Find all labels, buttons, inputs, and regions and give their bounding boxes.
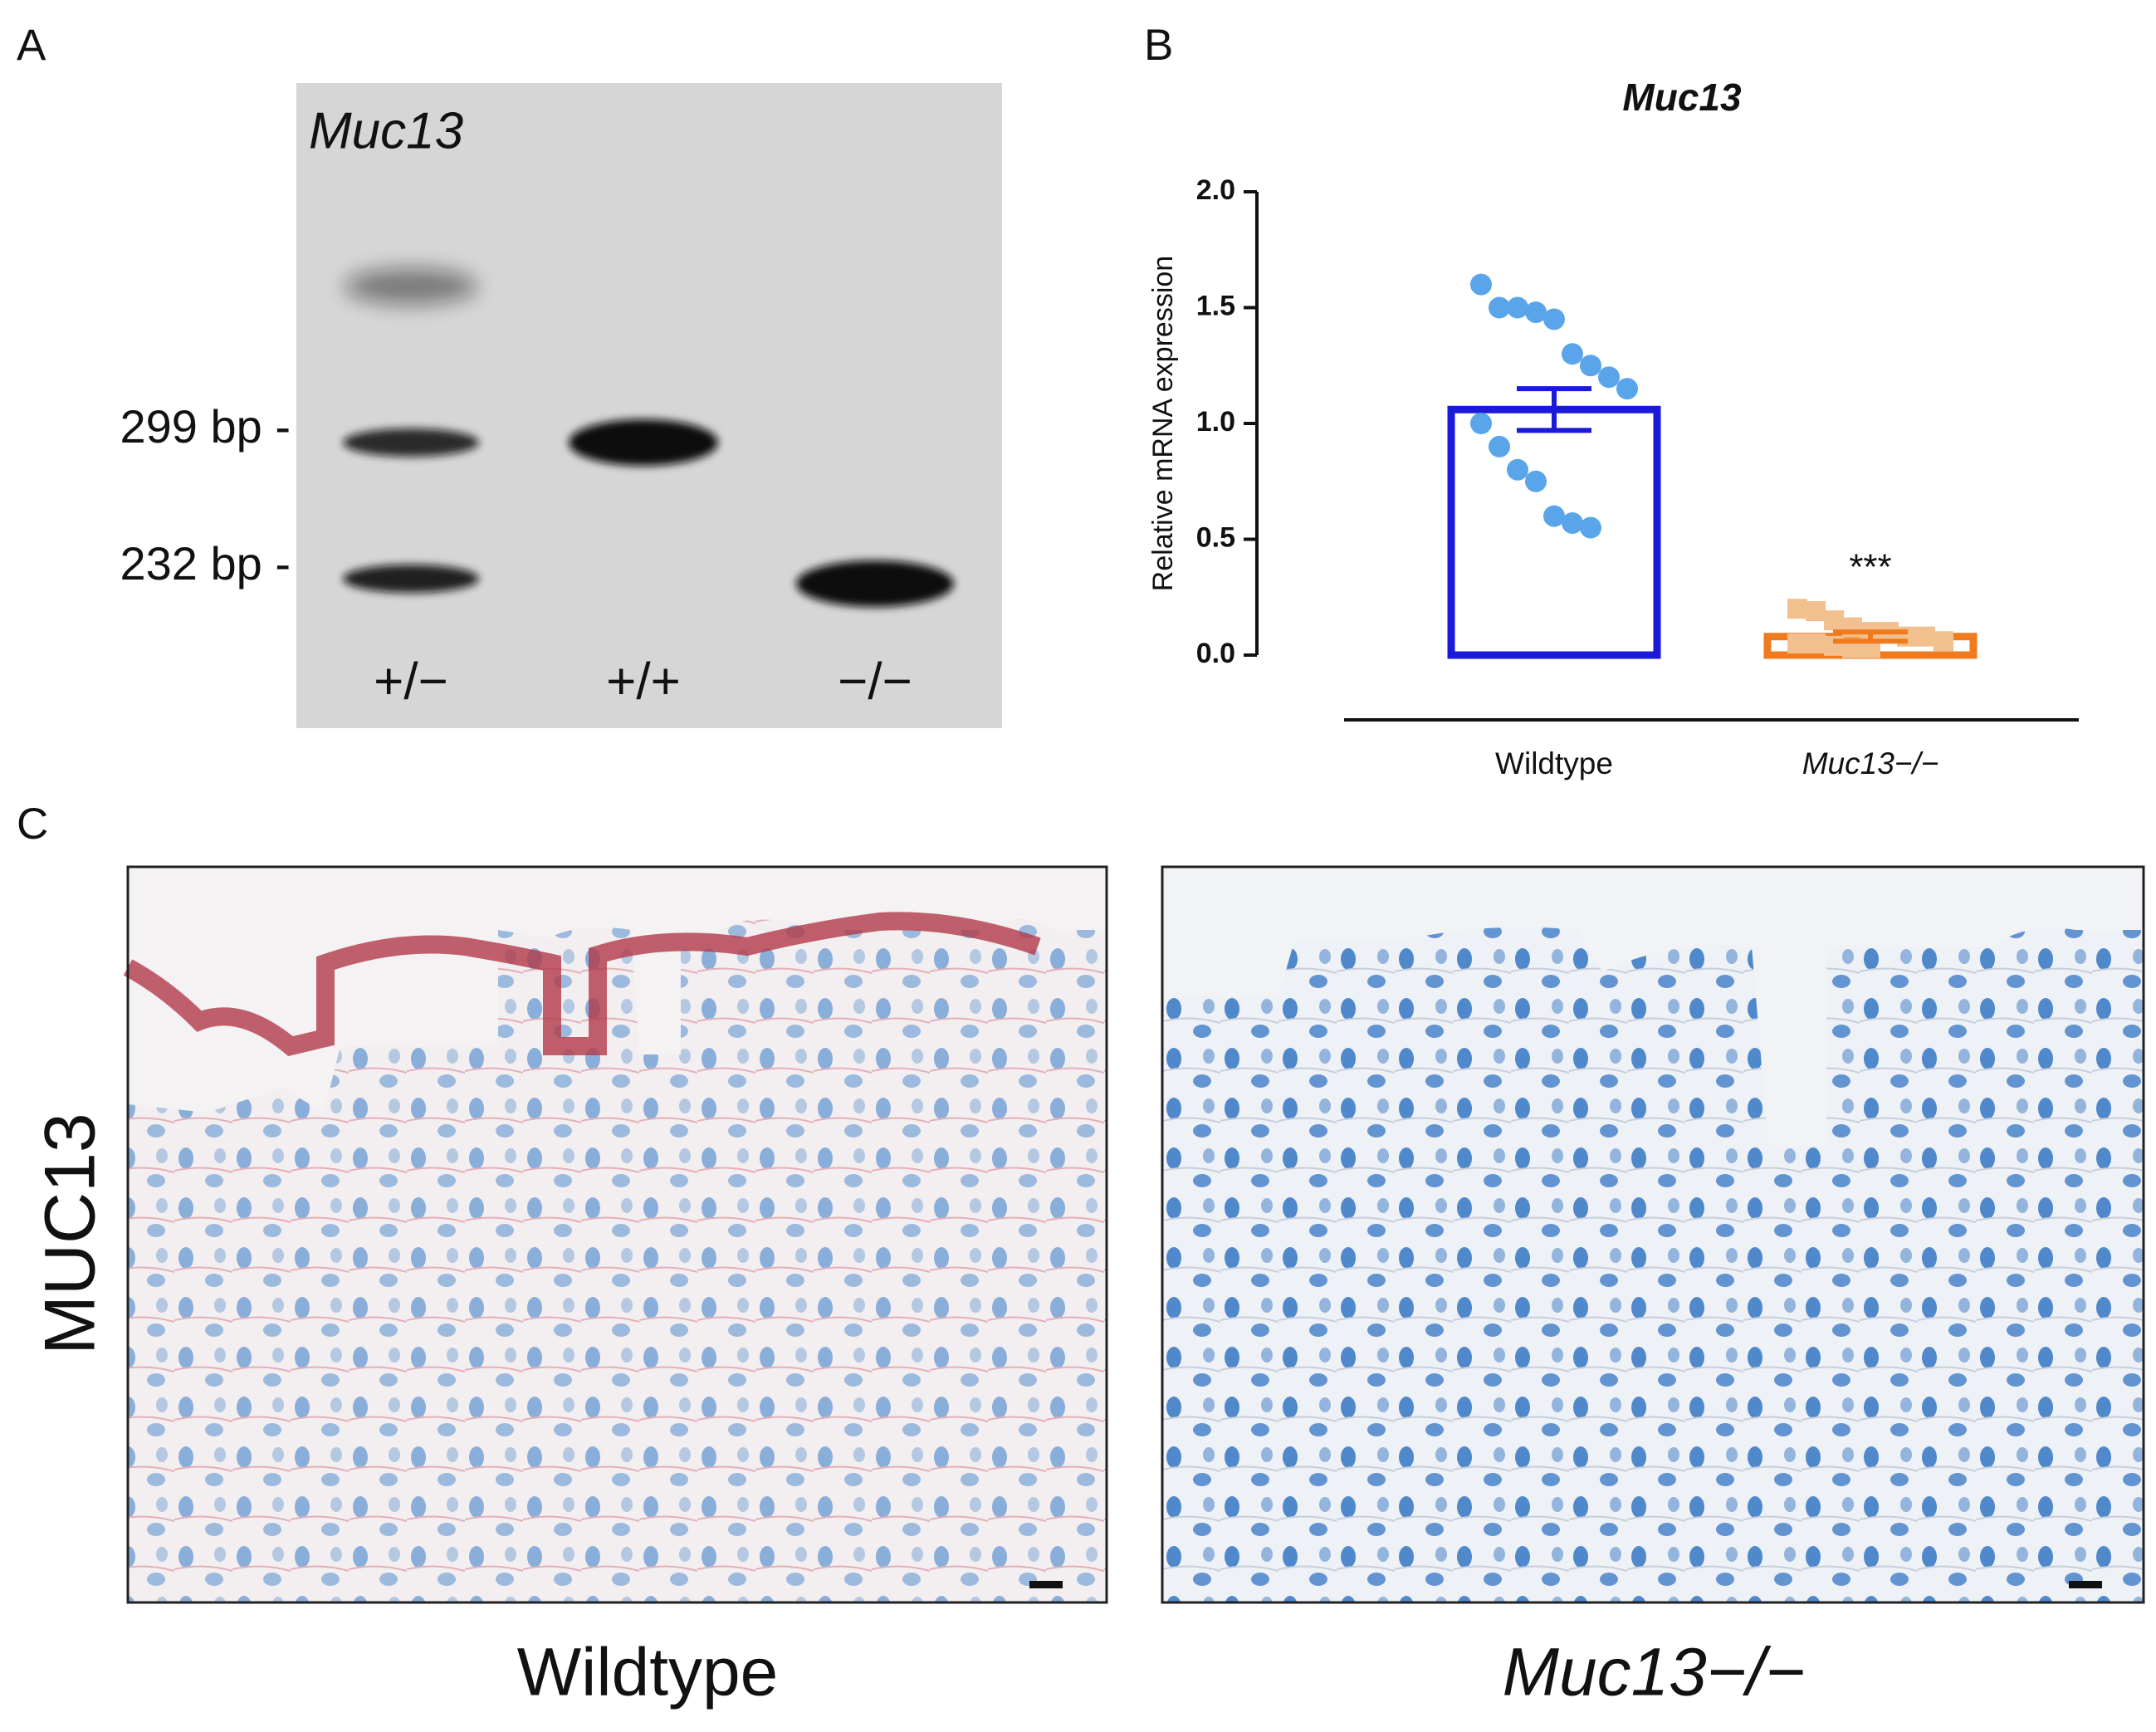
category-label: Muc13−/− — [1802, 746, 1939, 780]
data-point — [1470, 413, 1492, 434]
y-tick-label: 0.0 — [1196, 638, 1235, 669]
data-point — [1562, 343, 1583, 365]
band-label: 299 bp - — [120, 400, 291, 453]
data-point — [1543, 505, 1565, 527]
data-point — [1616, 378, 1638, 400]
data-point — [1806, 600, 1826, 621]
data-point — [1915, 626, 1935, 647]
panel-label: B — [1144, 21, 1173, 70]
y-tick-label: 0.5 — [1196, 521, 1235, 553]
panel-label: A — [17, 21, 46, 70]
panel-label: C — [17, 800, 48, 849]
image-label: Muc13−/− — [1503, 1635, 1806, 1710]
band-label: 232 bp - — [120, 537, 291, 590]
data-point — [1489, 296, 1510, 319]
y-axis-label: Relative mRNA expression — [1147, 256, 1179, 591]
data-point — [1824, 610, 1844, 631]
y-tick-label: 1.5 — [1196, 290, 1235, 321]
gel — [296, 83, 1002, 728]
data-point — [1580, 355, 1601, 377]
data-point — [1787, 634, 1807, 654]
lane-label: +/− — [374, 653, 448, 710]
error-bar — [1833, 629, 1908, 644]
lane-label: −/− — [838, 653, 912, 710]
row-label: MUC13 — [31, 1113, 110, 1355]
data-point — [1562, 511, 1583, 534]
histology-knockout — [1161, 865, 2145, 1604]
category-label: Wildtype — [1495, 746, 1613, 780]
gel-title: Muc13 — [309, 102, 463, 159]
data-point — [1525, 301, 1547, 324]
bar-chart: B Muc13 Relative mRNA expression 0.0 0.5 1… — [1144, 21, 2079, 780]
bar — [1447, 405, 1661, 659]
data-point — [1580, 516, 1601, 539]
y-tick-label: 1.0 — [1196, 406, 1235, 438]
data-point — [1507, 296, 1528, 319]
chart-title: Muc13 — [1622, 76, 1742, 119]
y-tick-label: 2.0 — [1196, 174, 1235, 206]
data-point — [1489, 435, 1510, 457]
data-point — [1525, 470, 1547, 492]
image-label: Wildtype — [517, 1635, 778, 1710]
data-point — [1934, 631, 1953, 652]
histology-wildtype — [123, 865, 1108, 1604]
data-point — [1806, 634, 1826, 654]
data-point — [1507, 458, 1528, 481]
significance-annotation: *** — [1849, 546, 1891, 587]
data-point — [1543, 308, 1565, 330]
data-point — [1598, 366, 1620, 389]
gel-bands — [343, 268, 954, 607]
data-point — [1787, 599, 1807, 619]
lane-label: +/+ — [606, 653, 681, 710]
data-point — [1470, 273, 1492, 296]
error-bar — [1517, 386, 1591, 433]
